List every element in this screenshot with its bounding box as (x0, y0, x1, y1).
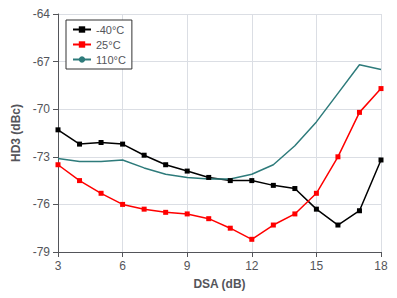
svg-text:HD3 (dBc): HD3 (dBc) (9, 104, 23, 162)
svg-text:-79: -79 (33, 245, 51, 259)
svg-text:15: 15 (310, 259, 324, 273)
svg-text:110°C: 110°C (96, 54, 126, 66)
svg-text:9: 9 (184, 259, 191, 273)
svg-text:-40°C: -40°C (96, 24, 124, 36)
svg-text:3: 3 (55, 259, 62, 273)
svg-text:DSA (dB): DSA (dB) (193, 277, 245, 291)
svg-text:12: 12 (245, 259, 259, 273)
svg-text:-70: -70 (33, 102, 51, 116)
svg-text:-67: -67 (33, 55, 51, 69)
svg-text:-76: -76 (33, 197, 51, 211)
svg-text:-73: -73 (33, 150, 51, 164)
svg-text:6: 6 (119, 259, 126, 273)
svg-text:18: 18 (374, 259, 388, 273)
svg-text:25°C: 25°C (96, 39, 121, 51)
svg-text:-64: -64 (33, 7, 51, 21)
